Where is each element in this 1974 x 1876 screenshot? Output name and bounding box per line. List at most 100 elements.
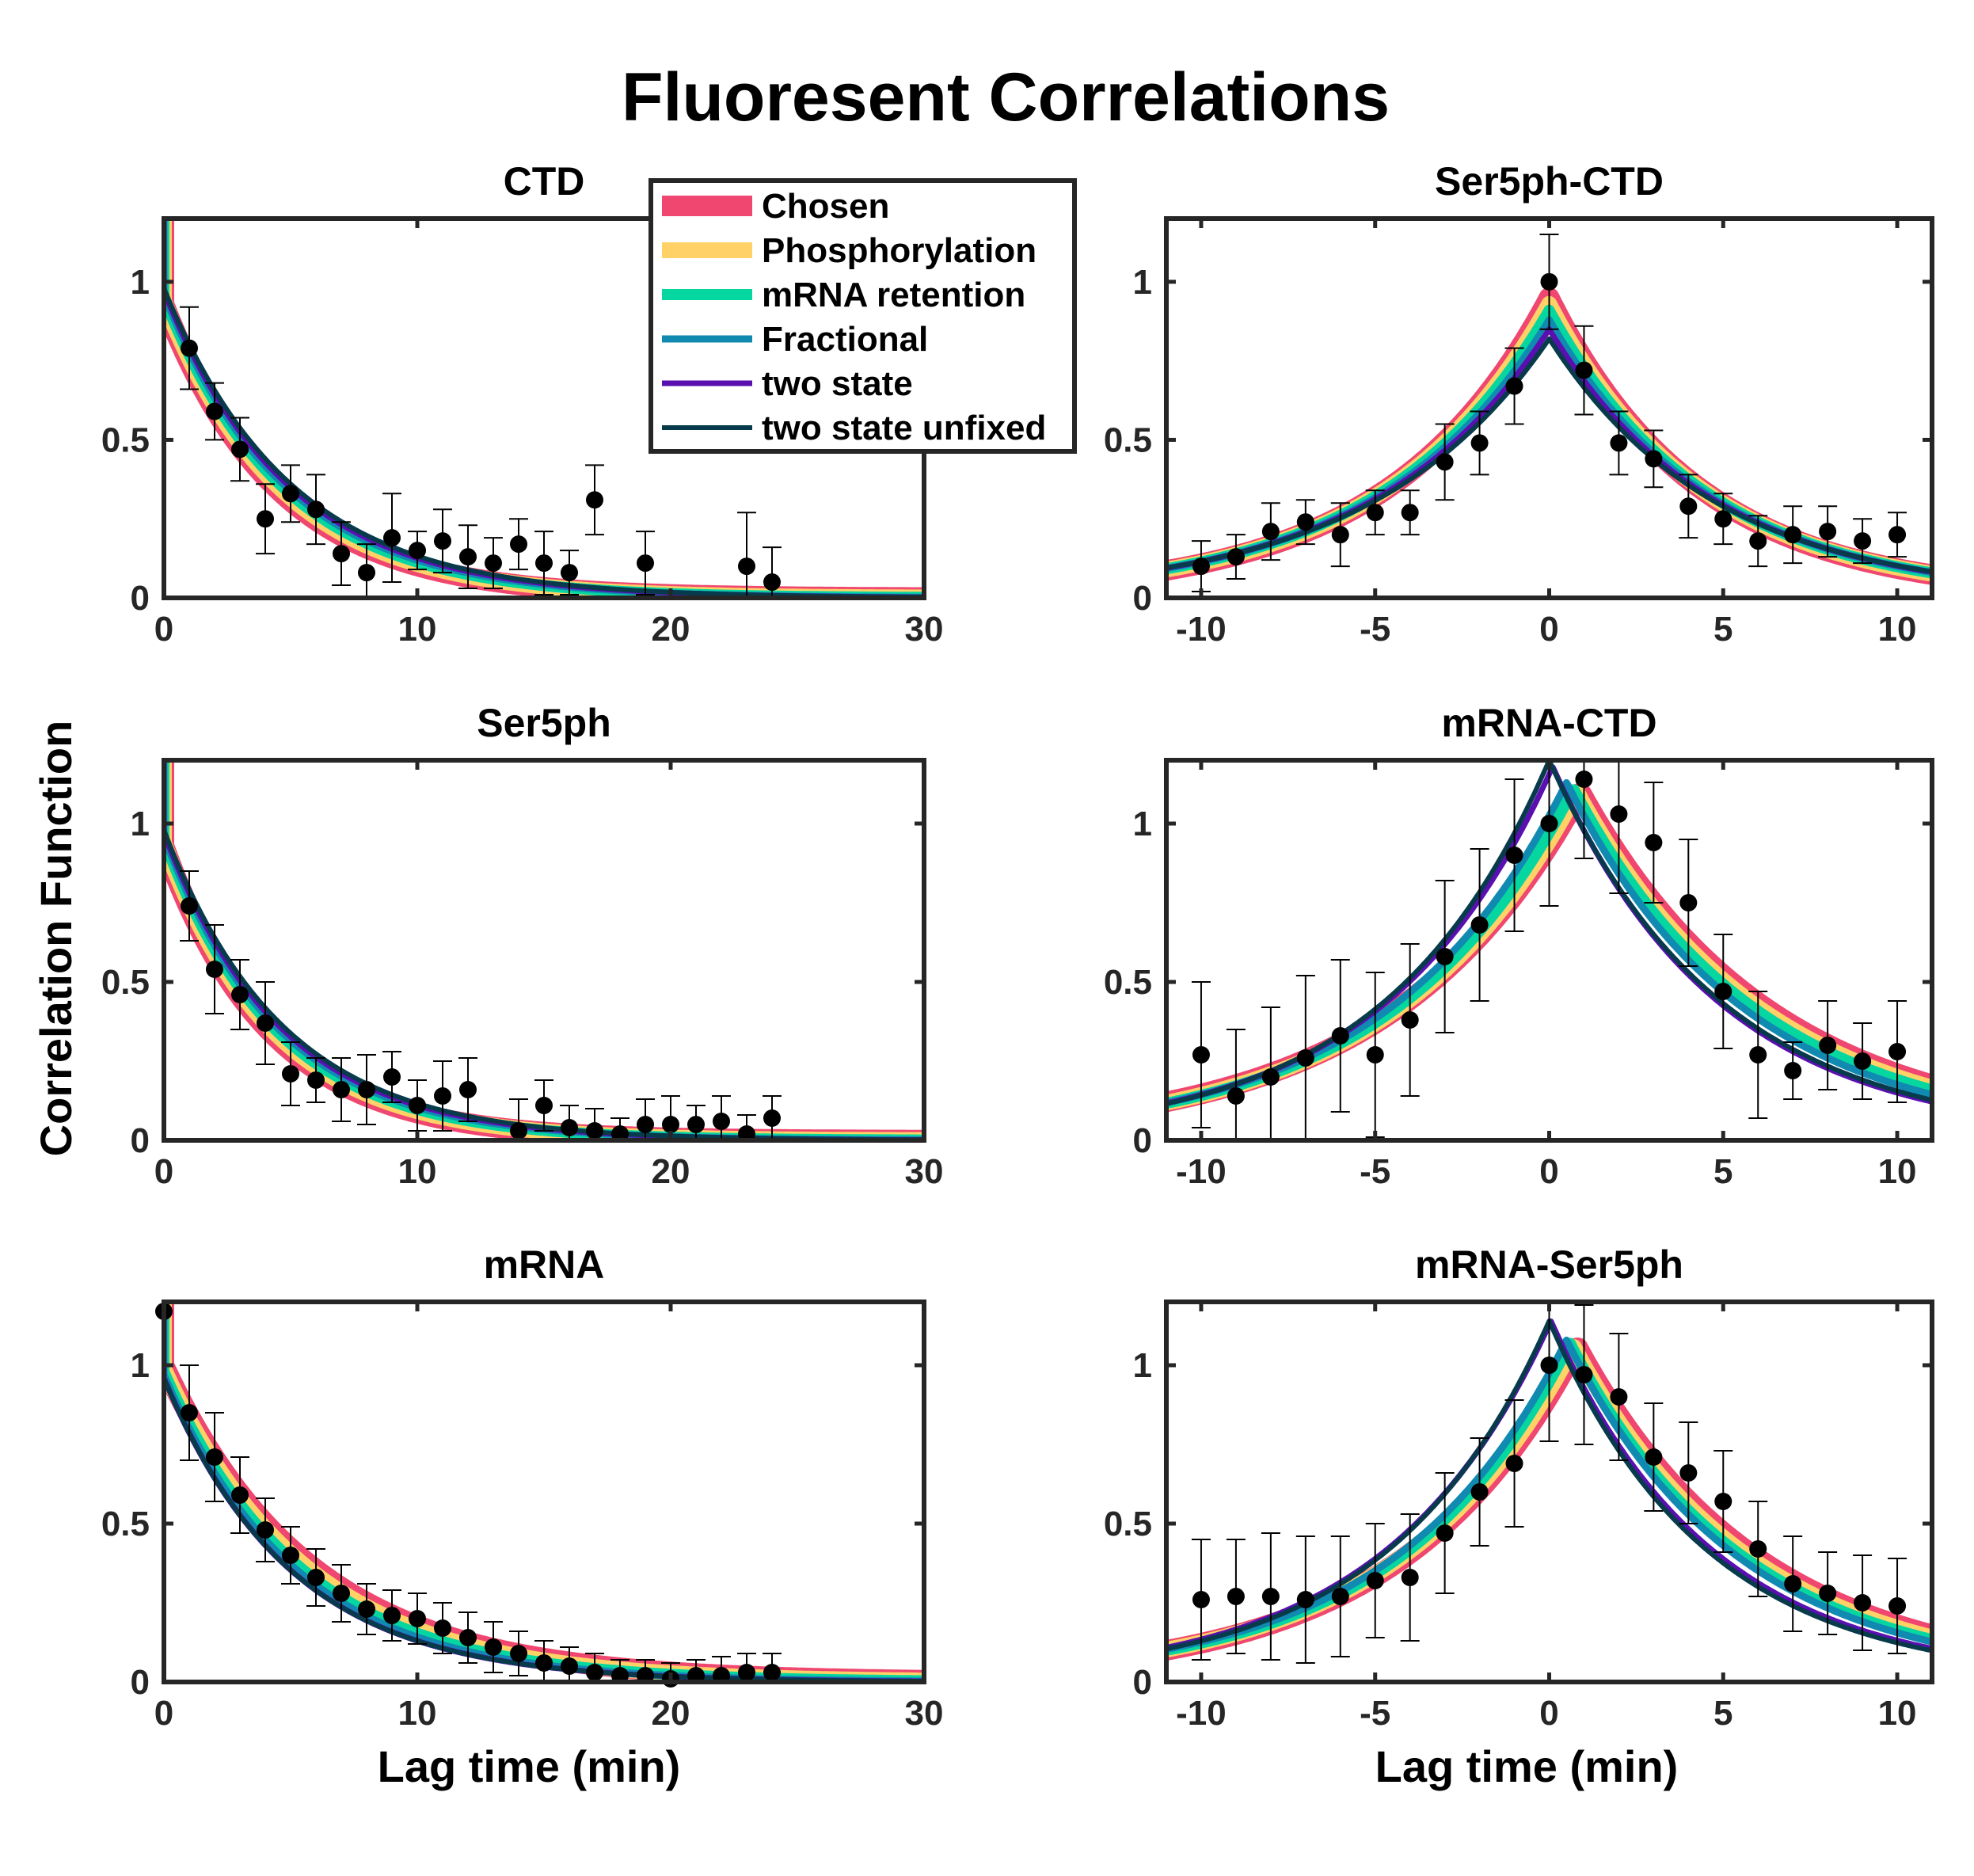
legend-label: Chosen bbox=[762, 187, 889, 226]
curve-chosen bbox=[164, 1302, 924, 1682]
data-points bbox=[1191, 1302, 1907, 1664]
curve-two-state-unfixed bbox=[1166, 336, 1932, 574]
curve-mrna-retention bbox=[164, 1302, 924, 1682]
model-curves bbox=[164, 1302, 924, 1682]
data-point bbox=[459, 1081, 477, 1098]
y-tick-label: 1 bbox=[1133, 805, 1152, 843]
curve-two-state-unfixed bbox=[164, 760, 924, 1140]
data-point bbox=[257, 1521, 274, 1539]
data-point bbox=[206, 961, 223, 978]
data-point bbox=[231, 986, 249, 1003]
x-tick-label: 10 bbox=[398, 1152, 437, 1191]
data-points bbox=[180, 306, 782, 598]
data-point bbox=[181, 1404, 198, 1421]
data-point bbox=[1679, 497, 1698, 516]
data-point bbox=[510, 1122, 527, 1140]
curve-two-state-unfixed bbox=[164, 1302, 924, 1682]
x-axis-label-right: Lag time (min) bbox=[1375, 1741, 1679, 1791]
legend-label: Phosphorylation bbox=[762, 231, 1036, 270]
data-point bbox=[1575, 1366, 1593, 1383]
data-point bbox=[1714, 510, 1732, 528]
data-point bbox=[383, 1607, 401, 1624]
y-tick-label: 0 bbox=[1133, 579, 1152, 618]
data-point bbox=[1819, 1585, 1837, 1602]
data-point bbox=[738, 557, 755, 576]
data-point bbox=[1261, 523, 1280, 541]
data-point bbox=[181, 897, 198, 915]
panel-title: Ser5ph bbox=[477, 701, 611, 745]
x-tick-label: 20 bbox=[652, 1152, 690, 1191]
model-curves bbox=[1166, 287, 1932, 585]
data-point bbox=[459, 1629, 477, 1646]
data-point bbox=[1784, 1575, 1802, 1593]
data-point bbox=[206, 1448, 223, 1466]
data-point bbox=[231, 1486, 249, 1504]
data-point bbox=[307, 500, 325, 519]
data-point bbox=[1714, 983, 1732, 1000]
panel-3: Ser5ph 0 10 20 30 0 0.5 1 bbox=[101, 701, 944, 1191]
data-point bbox=[1610, 805, 1628, 823]
panel-title: mRNA-Ser5ph bbox=[1415, 1242, 1683, 1287]
data-points bbox=[1191, 760, 1907, 1141]
x-tick-label: 20 bbox=[652, 610, 690, 649]
panel-2: Ser5ph-CTD -10 -5 0 5 10 0 0.5 1 bbox=[1104, 159, 1934, 649]
data-point bbox=[1540, 815, 1558, 832]
data-point bbox=[1192, 557, 1210, 576]
data-point bbox=[181, 339, 198, 357]
legend: Chosen Phosphorylation mRNA retention Fract… bbox=[648, 178, 1077, 454]
data-point bbox=[282, 485, 299, 503]
y-tick-label: 0.5 bbox=[101, 963, 150, 1002]
x-tick-label: -5 bbox=[1360, 1152, 1390, 1191]
data-point bbox=[459, 548, 477, 566]
data-point bbox=[1296, 513, 1314, 531]
y-tick-label: 1 bbox=[131, 263, 150, 302]
x-tick-label: -10 bbox=[1176, 1694, 1227, 1733]
data-point bbox=[763, 573, 781, 592]
data-point bbox=[1366, 504, 1384, 522]
data-point bbox=[510, 535, 527, 554]
legend-label: two state unfixed bbox=[762, 409, 1046, 447]
data-point bbox=[637, 554, 654, 573]
data-point bbox=[1645, 834, 1663, 851]
data-points bbox=[180, 870, 782, 1143]
x-tick-label: 30 bbox=[905, 610, 944, 649]
data-point bbox=[1575, 361, 1593, 379]
axes-box bbox=[162, 1300, 926, 1684]
x-tick-label: 10 bbox=[398, 610, 437, 649]
data-point bbox=[282, 1065, 299, 1083]
x-tick-label: 30 bbox=[905, 1152, 944, 1191]
curve-two-state-unfixed bbox=[1166, 760, 1932, 1106]
data-point bbox=[257, 1014, 274, 1032]
x-tick-label: 0 bbox=[1539, 1694, 1558, 1733]
data-point bbox=[1296, 1591, 1314, 1608]
data-point bbox=[535, 1097, 553, 1114]
data-point bbox=[409, 1097, 426, 1114]
x-tick-label: 0 bbox=[154, 1152, 173, 1191]
curve-fractional bbox=[164, 760, 924, 1140]
data-point bbox=[561, 1119, 578, 1136]
x-tick-label: 10 bbox=[1878, 1694, 1917, 1733]
legend-box bbox=[648, 178, 1077, 454]
y-tick-label: 1 bbox=[131, 805, 150, 843]
data-point bbox=[434, 532, 451, 550]
y-tick-label: 0.5 bbox=[101, 420, 150, 459]
panel-title: Ser5ph-CTD bbox=[1435, 159, 1664, 204]
data-point bbox=[257, 510, 274, 528]
data-point bbox=[687, 1116, 705, 1133]
data-point bbox=[1819, 1037, 1837, 1054]
data-point bbox=[1610, 1388, 1628, 1406]
legend-label: Fractional bbox=[762, 320, 928, 359]
data-point bbox=[1436, 453, 1454, 471]
data-point bbox=[738, 1664, 755, 1681]
data-point bbox=[1784, 526, 1802, 544]
data-point bbox=[1540, 1357, 1558, 1374]
x-tick-label: 20 bbox=[652, 1694, 690, 1733]
legend-label: mRNA retention bbox=[762, 276, 1025, 314]
data-point bbox=[1470, 1483, 1489, 1501]
curve-two-state bbox=[164, 760, 924, 1140]
data-point bbox=[662, 1116, 679, 1133]
data-point bbox=[1749, 532, 1767, 550]
x-tick-label: -10 bbox=[1176, 1152, 1227, 1191]
x-tick-label: -5 bbox=[1360, 1694, 1390, 1733]
